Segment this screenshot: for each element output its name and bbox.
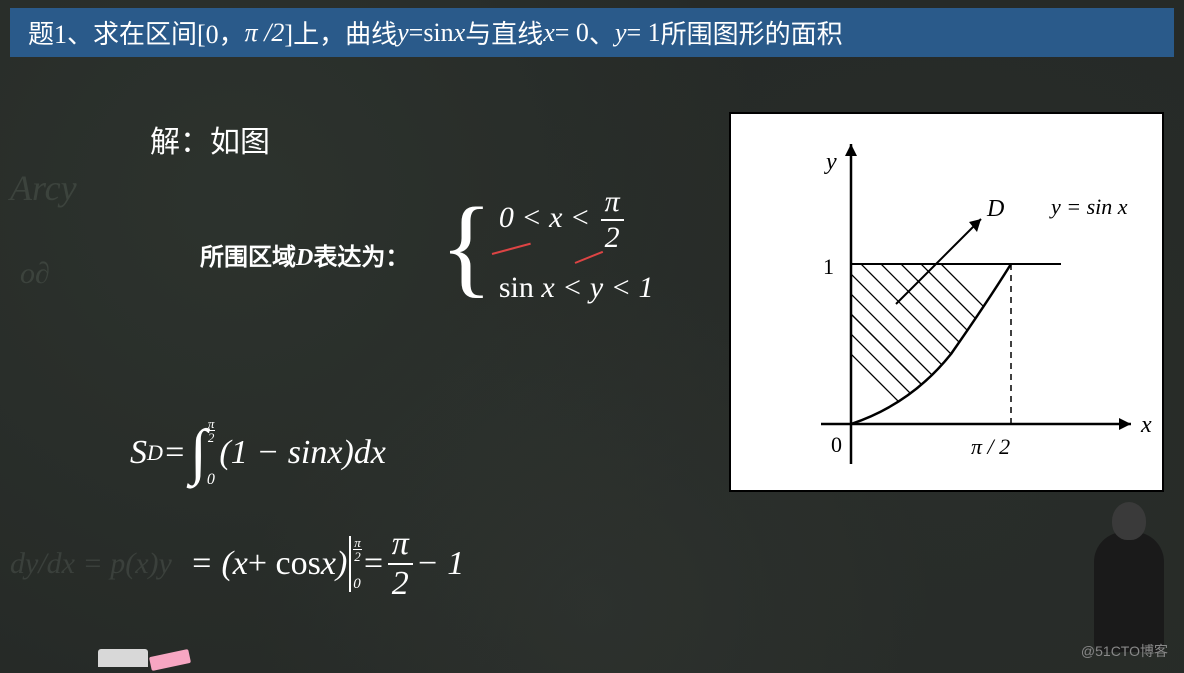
integrand-b: ) (342, 434, 353, 472)
header-sin: sin (423, 18, 453, 48)
sub-d: D (147, 440, 163, 466)
integral-bounds: π2 0 (207, 417, 216, 488)
y-label: y (824, 149, 837, 175)
chalk-ghost: o∂ (20, 257, 50, 291)
var-y: y (590, 271, 603, 304)
var-x: x (541, 271, 554, 304)
zero-lt: 0 < (499, 201, 549, 234)
solution-label: 解：如图 (150, 117, 270, 161)
dx-x: x (371, 434, 386, 472)
bound-2: 2 (208, 431, 215, 444)
eval-bar (349, 536, 351, 592)
chalk-ghost: dy/dx = p(x)y (10, 547, 172, 581)
problem-header: 题1、求在区间[0， π /2 ]上，曲线 y = sin x 与直线 x = … (10, 8, 1174, 57)
minus-1: − 1 (416, 545, 464, 583)
frac-pi: π (601, 187, 624, 221)
diagram-svg: y x D y = sin x 1 0 π / 2 (731, 114, 1162, 490)
left-brace: { (440, 202, 493, 290)
chalk-ghost: Arcy (10, 167, 77, 209)
header-text: 与直线 (465, 14, 543, 51)
eval-bounds: π2 0 (353, 536, 362, 592)
region-label: 所围区域D表达为： (200, 237, 409, 272)
region-label-pre: 所围区域 (200, 244, 296, 271)
lt-1: < 1 (603, 271, 653, 304)
header-pi-half: π /2 (245, 18, 285, 48)
lt: < (562, 201, 597, 234)
x-arrow-icon (1119, 418, 1131, 430)
y-arrow-icon (845, 144, 857, 156)
region-label-d: D (296, 245, 313, 271)
domain-constraints: { 0 < x < π2 sin x < y < 1 (440, 187, 653, 305)
chalk-white (98, 649, 148, 667)
zero-label: 0 (831, 432, 842, 457)
header-sep: 、 (589, 14, 615, 51)
x-label: x (1140, 412, 1152, 438)
bound-0: 0 (353, 577, 362, 592)
constraint-x: 0 < x < π2 (499, 187, 654, 253)
lt: < (555, 271, 590, 304)
header-x2: x (543, 18, 555, 48)
chalk-pink (149, 649, 191, 671)
bound-pi: π (207, 417, 216, 431)
header-x: x (454, 18, 466, 48)
var-x: x (327, 434, 342, 472)
integral-sign: ∫ (190, 431, 207, 474)
header-text: ]上，曲线 (284, 14, 397, 51)
curve-label: y = sin x (1049, 194, 1128, 219)
header-text: 题1、求在区间[0， (28, 14, 245, 51)
sin: sin (499, 271, 542, 304)
region-diagram: y x D y = sin x 1 0 π / 2 (729, 112, 1164, 492)
plus-cos: + cos (248, 545, 321, 583)
bound-2: 2 (354, 550, 361, 563)
var-s: S (130, 434, 147, 472)
integral-expression: SD = ∫ π2 0 (1 − sin x)dx (130, 417, 386, 488)
sin-curve (851, 264, 1011, 424)
var-x: x (233, 545, 248, 583)
frac-2: 2 (392, 565, 409, 601)
equals: = (362, 545, 385, 583)
header-y2: y (615, 18, 627, 48)
one-label: 1 (823, 254, 834, 279)
d-label: D (986, 196, 1004, 222)
evaluation-expression: = (x + cos x) π2 0 = π2 − 1 (190, 527, 464, 601)
integrand-a: (1 − sin (219, 434, 327, 472)
header-eq0: = 0 (555, 18, 589, 48)
presenter-silhouette (1094, 532, 1164, 652)
dx-d: d (354, 434, 371, 472)
frac-pi: π (388, 527, 413, 565)
bound-pi: π (353, 536, 362, 550)
frac-2: 2 (605, 221, 620, 253)
close-paren: ) (336, 545, 347, 583)
board-content: Arcy o∂ dy/dx = p(x)y 解：如图 所围区域D表达为： { 0… (0, 57, 1184, 667)
constraint-y: sin x < y < 1 (499, 271, 654, 305)
header-y: y (397, 18, 409, 48)
bound-0: 0 (207, 472, 216, 488)
var-x: x (549, 201, 562, 234)
header-eq: = (409, 18, 424, 48)
header-eq1: = 1 (627, 18, 661, 48)
equals: = (163, 434, 186, 472)
pi2-label: π / 2 (971, 434, 1010, 459)
var-x: x (321, 545, 336, 583)
header-suffix: 所围图形的面积 (661, 14, 843, 51)
equals-open: = ( (190, 545, 233, 583)
region-label-post: 表达为： (313, 244, 409, 271)
watermark: @51CTO博客 (1081, 641, 1168, 661)
